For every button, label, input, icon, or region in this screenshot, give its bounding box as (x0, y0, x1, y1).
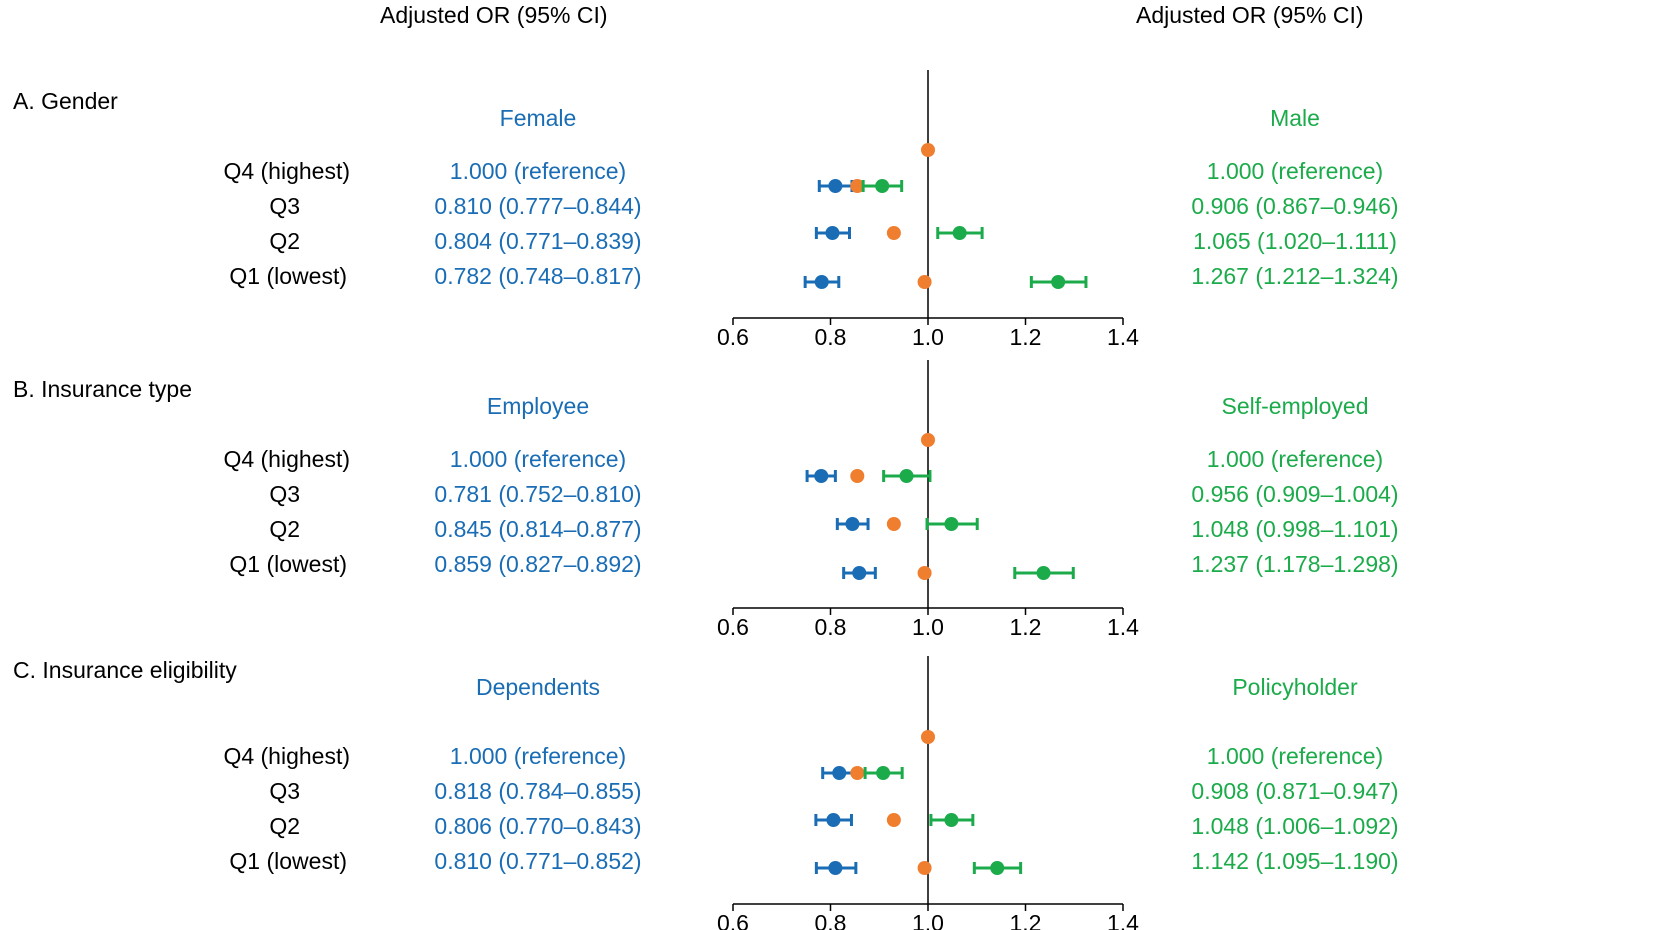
right-group-point (875, 179, 890, 193)
left-value: 0.806 (0.770–0.843) (434, 813, 642, 839)
right-group-point (952, 226, 967, 240)
row-label: Q1 (lowest) (229, 263, 347, 289)
right-group-point (944, 813, 959, 827)
row-label: Q2 (269, 813, 300, 839)
left-group-point (845, 517, 860, 531)
x-tick-label: 1.4 (1107, 614, 1139, 640)
left-value: 1.000 (reference) (449, 743, 627, 769)
right-value: 1.000 (reference) (1206, 743, 1384, 769)
x-tick-label: 0.8 (815, 614, 847, 640)
row-label: Q1 (lowest) (229, 551, 347, 577)
overall-point (921, 143, 935, 157)
section-title-insurance-type: B. Insurance type (13, 376, 192, 402)
left-value: 0.818 (0.784–0.855) (434, 778, 642, 804)
right-group-point (990, 861, 1005, 875)
row-label: Q3 (269, 193, 300, 219)
row-label: Q4 (highest) (223, 158, 350, 184)
left-value: 0.859 (0.827–0.892) (434, 551, 642, 577)
overall-point (886, 813, 901, 827)
left-column-header: Adjusted OR (95% CI) (380, 2, 608, 28)
x-tick-label: 1.4 (1107, 910, 1139, 930)
x-tick-label: 0.8 (815, 910, 847, 930)
x-tick-label: 1.0 (912, 614, 944, 640)
row-label: Q1 (lowest) (229, 848, 347, 874)
left-value: 1.000 (reference) (449, 446, 627, 472)
x-tick-label: 1.2 (1010, 324, 1042, 350)
overall-point (850, 469, 865, 483)
overall-point (921, 730, 935, 744)
right-group-point (1051, 275, 1066, 289)
section-title-gender: A. Gender (13, 88, 118, 114)
x-tick-label: 0.6 (717, 910, 749, 930)
right-value: 1.048 (1.006–1.092) (1191, 813, 1399, 839)
left-group-label: Dependents (475, 674, 601, 700)
overall-point (917, 566, 932, 580)
left-value: 1.000 (reference) (449, 158, 627, 184)
overall-point (850, 766, 865, 780)
overall-point (850, 179, 865, 193)
row-label: Q2 (269, 516, 300, 542)
right-value: 1.000 (reference) (1206, 158, 1384, 184)
right-group-label: Male (1270, 105, 1320, 131)
x-tick-label: 1.0 (912, 324, 944, 350)
left-group-label: Employee (486, 393, 590, 419)
left-value: 0.845 (0.814–0.877) (434, 516, 642, 542)
left-group-point (828, 179, 843, 193)
left-group-point (826, 813, 841, 827)
row-label: Q3 (269, 778, 300, 804)
left-value: 0.804 (0.771–0.839) (434, 228, 642, 254)
right-group-label: Self-employed (1221, 393, 1369, 419)
right-value: 1.048 (0.998–1.101) (1191, 516, 1399, 542)
right-value: 1.142 (1.095–1.190) (1191, 848, 1399, 874)
left-group-point (814, 469, 829, 483)
right-column-header: Adjusted OR (95% CI) (1136, 2, 1364, 28)
overall-point (917, 861, 932, 875)
left-group-point (832, 766, 847, 780)
right-group-point (944, 517, 959, 531)
overall-point (886, 226, 901, 240)
section-title-insurance-eligibility: C. Insurance eligibility (13, 657, 237, 683)
left-group-point (814, 275, 829, 289)
right-group-point (1036, 566, 1051, 580)
right-value: 1.065 (1.020–1.111) (1193, 228, 1397, 254)
left-group-point (828, 861, 843, 875)
overall-point (886, 517, 901, 531)
left-group-point (825, 226, 840, 240)
right-value: 1.237 (1.178–1.298) (1191, 551, 1399, 577)
left-value: 0.782 (0.748–0.817) (434, 263, 642, 289)
x-tick-label: 1.2 (1010, 910, 1042, 930)
overall-point (921, 433, 935, 447)
right-group-point (899, 469, 914, 483)
right-value: 0.908 (0.871–0.947) (1191, 778, 1399, 804)
x-tick-label: 1.4 (1107, 324, 1139, 350)
x-tick-label: 1.2 (1010, 614, 1042, 640)
left-value: 0.810 (0.771–0.852) (434, 848, 642, 874)
left-value: 0.781 (0.752–0.810) (434, 481, 642, 507)
right-value: 0.906 (0.867–0.946) (1191, 193, 1399, 219)
right-value: 0.956 (0.909–1.004) (1191, 481, 1399, 507)
row-label: Q4 (highest) (223, 743, 350, 769)
x-tick-label: 0.6 (717, 614, 749, 640)
left-value: 0.810 (0.777–0.844) (434, 193, 642, 219)
x-tick-label: 0.8 (815, 324, 847, 350)
right-group-point (876, 766, 891, 780)
row-label: Q2 (269, 228, 300, 254)
right-value: 1.267 (1.212–1.324) (1191, 263, 1399, 289)
left-group-point (852, 566, 867, 580)
right-group-label: Policyholder (1232, 674, 1358, 700)
row-label: Q3 (269, 481, 300, 507)
x-tick-label: 1.0 (912, 910, 944, 930)
left-group-label: Female (499, 105, 577, 131)
row-label: Q4 (highest) (223, 446, 350, 472)
x-tick-label: 0.6 (717, 324, 749, 350)
right-value: 1.000 (reference) (1206, 446, 1384, 472)
overall-point (917, 275, 932, 289)
